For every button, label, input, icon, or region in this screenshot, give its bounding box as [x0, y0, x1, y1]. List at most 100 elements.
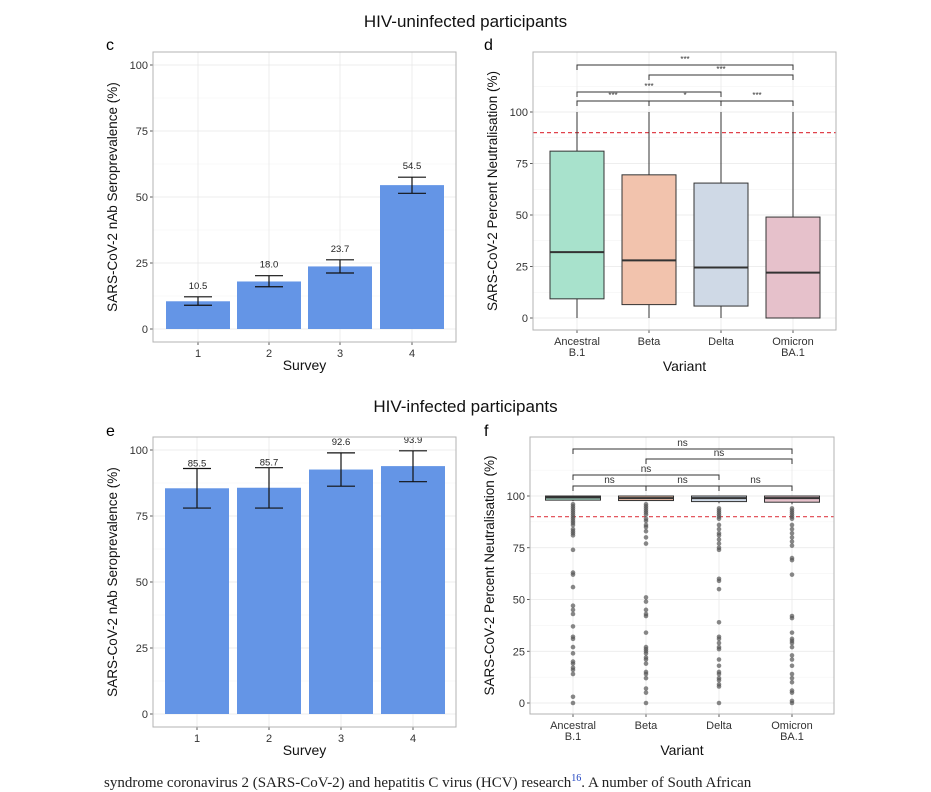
e-xtick-label: 2 [266, 733, 272, 745]
f-ytick-label: 50 [513, 595, 525, 607]
f-ytick-label: 25 [513, 646, 525, 658]
f-xtick-label: BA.1 [780, 731, 804, 743]
f-outlier-point [789, 680, 795, 685]
f-outlier-point [716, 522, 722, 528]
d-box [621, 174, 677, 306]
f-outlier-point [643, 700, 649, 706]
f-outlier-point [789, 675, 795, 681]
f-outlier-point [643, 675, 649, 681]
f-outlier-point [789, 663, 795, 669]
c-ytick-label: 25 [136, 258, 148, 270]
d-y-axis-title: SARS-CoV-2 Percent Neutralisation (%) [485, 71, 500, 311]
f-outlier-point [789, 630, 795, 635]
e-plot-frame [152, 436, 457, 728]
c-x-axis-title: Survey [283, 357, 327, 373]
f-outlier-point [570, 644, 576, 650]
e-xtick-label: 3 [338, 733, 344, 745]
d-ytick-label: 75 [516, 159, 528, 171]
f-outlier-point [716, 578, 722, 584]
f-significance-bracket [572, 448, 793, 454]
f-outlier-point [570, 700, 576, 706]
d-ytick-label: 0 [522, 313, 528, 325]
f-outlier-point [643, 607, 649, 613]
f-outlier-point [643, 651, 649, 656]
d-box [549, 150, 605, 300]
d-significance-label: * [683, 91, 686, 100]
f-outlier-point [716, 537, 722, 542]
f-significance-bracket [572, 485, 647, 491]
f-xtick-label: Beta [635, 720, 659, 732]
f-outlier-point [716, 663, 722, 669]
f-y-axis-title: SARS-CoV-2 Percent Neutralisation (%) [482, 455, 497, 695]
c-ytick-label: 75 [136, 126, 148, 138]
f-outlier-point [789, 640, 795, 646]
f-outlier-point [789, 572, 795, 577]
e-data-label: 92.6 [332, 437, 351, 448]
f-significance-label: ns [677, 438, 688, 449]
f-significance-label: ns [677, 475, 688, 486]
e-ytick-label: 75 [136, 511, 148, 523]
f-outlier-point [789, 671, 795, 677]
f-outlier-point [716, 657, 722, 662]
c-bar [237, 281, 301, 329]
c-xtick-label: 2 [266, 348, 272, 360]
f-significance-bracket [645, 458, 793, 464]
f-outlier-point [570, 522, 576, 528]
f-plot-frame [529, 436, 835, 715]
d-plot-frame [532, 51, 837, 331]
c-ytick-label: 100 [130, 60, 148, 72]
f-outlier-point [789, 516, 795, 522]
e-ytick-label: 100 [130, 445, 148, 457]
f-outlier-point [789, 557, 795, 563]
f-significance-label: ns [750, 475, 761, 486]
body-text-caption: syndrome coronavirus 2 (SARS-CoV-2) and … [104, 773, 751, 792]
f-outlier-point [570, 611, 576, 617]
f-outlier-point [643, 690, 649, 695]
f-outlier-point [643, 657, 649, 662]
panel-letter-e: e [106, 423, 115, 440]
f-outlier-point [643, 599, 649, 604]
f-outlier-point [570, 636, 576, 642]
f-outlier-point [643, 512, 649, 517]
e-bar [381, 466, 445, 714]
d-significance-label: *** [680, 55, 689, 64]
e-ytick-label: 50 [136, 577, 148, 589]
f-outlier-point [716, 646, 722, 652]
f-outlier-point [716, 619, 722, 625]
f-outlier-point [716, 677, 722, 683]
f-outlier-point [570, 694, 576, 700]
panel-e-bar-chart: 0 25 50 75 100 85.5 85.7 92.6 93.9 1 2 3 4 Survey SARS… [105, 435, 457, 758]
c-bar [380, 185, 444, 329]
f-outlier-point [789, 690, 795, 695]
d-xtick-label: Delta [708, 336, 735, 348]
c-data-label: 54.5 [403, 161, 422, 172]
f-ytick-label: 100 [507, 491, 525, 503]
f-outlier-point [716, 636, 722, 642]
f-significance-bracket [572, 474, 720, 480]
d-box [693, 182, 749, 307]
f-outlier-point [789, 644, 795, 650]
f-outlier-point [716, 700, 722, 706]
f-outlier-point [716, 684, 722, 689]
f-outlier-point [643, 535, 649, 540]
d-significance-label: *** [716, 65, 725, 74]
e-xtick-label: 4 [410, 733, 416, 745]
c-ytick-label: 0 [142, 324, 148, 336]
f-outlier-point [643, 630, 649, 635]
f-outlier-point [716, 526, 722, 532]
f-outlier-point [570, 624, 576, 629]
f-outlier-point [716, 516, 722, 522]
f-outlier-point [570, 584, 576, 590]
f-significance-bracket [718, 485, 793, 491]
panel-letter-f: f [484, 423, 489, 440]
panel-letter-c: c [106, 37, 114, 54]
e-data-label: 93.9 [404, 435, 423, 446]
f-outlier-point [716, 671, 722, 677]
d-box [765, 216, 821, 319]
d-xtick-label: BA.1 [781, 347, 805, 359]
reference-link[interactable]: 16 [571, 773, 582, 784]
f-outlier-point [789, 615, 795, 621]
e-bar [237, 487, 301, 714]
e-data-label: 85.7 [260, 458, 279, 469]
